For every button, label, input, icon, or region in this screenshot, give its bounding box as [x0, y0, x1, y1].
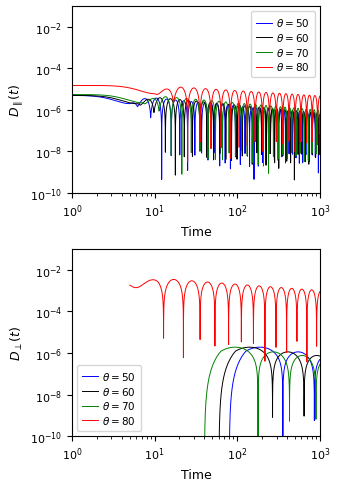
Line: $\theta = 80$: $\theta = 80$	[72, 86, 320, 163]
$\theta = 70$	[83, 92, 87, 98]
$\theta = 80$	[318, 94, 322, 100]
$\theta = 60$	[83, 93, 87, 99]
Line: $\theta = 60$: $\theta = 60$	[219, 347, 320, 457]
$\theta = 80$	[134, 285, 138, 291]
X-axis label: Time: Time	[181, 225, 211, 239]
$\theta = 60$	[318, 114, 322, 120]
$\theta = 60$	[293, 178, 297, 183]
Line: $\theta = 50$: $\theta = 50$	[72, 96, 320, 180]
Line: $\theta = 80$: $\theta = 80$	[130, 280, 320, 362]
$\theta = 50$	[160, 177, 164, 183]
Line: $\theta = 70$: $\theta = 70$	[204, 347, 320, 457]
$\theta = 70$	[197, 106, 201, 112]
Line: $\theta = 50$: $\theta = 50$	[229, 347, 320, 457]
$\theta = 60$	[107, 95, 111, 101]
$\theta = 70$	[107, 94, 111, 100]
$\theta = 50$	[70, 93, 74, 99]
$\theta = 50$	[201, 109, 205, 115]
$\theta = 80$	[221, 94, 225, 100]
$\theta = 60$	[221, 102, 225, 107]
$\theta = 60$	[70, 93, 74, 99]
$\theta = 50$	[134, 102, 138, 108]
$\theta = 60$	[318, 353, 322, 359]
Line: $\theta = 70$: $\theta = 70$	[72, 95, 320, 175]
$\theta = 80$	[221, 281, 225, 286]
$\theta = 80$	[318, 289, 322, 295]
$\theta = 70$	[221, 347, 225, 353]
$\theta = 60$	[201, 101, 205, 106]
$\theta = 80$	[134, 87, 138, 93]
$\theta = 50$	[107, 97, 111, 102]
$\theta = 70$	[201, 100, 205, 105]
$\theta = 80$	[107, 83, 111, 89]
$\theta = 70$	[318, 362, 322, 367]
$\theta = 60$	[134, 102, 138, 107]
$\theta = 50$	[318, 357, 322, 363]
Y-axis label: $D_{\parallel}(t)$: $D_{\parallel}(t)$	[7, 83, 25, 117]
$\theta = 70$	[180, 172, 184, 178]
$\theta = 70$	[134, 100, 138, 106]
$\theta = 80$	[201, 286, 205, 292]
$\theta = 80$	[70, 83, 74, 89]
$\theta = 80$	[83, 83, 87, 89]
$\theta = 50$	[83, 94, 87, 100]
$\theta = 80$	[201, 91, 205, 97]
Legend: $\theta = 50$, $\theta = 60$, $\theta = 70$, $\theta = 80$: $\theta = 50$, $\theta = 60$, $\theta = …	[251, 12, 315, 78]
$\theta = 80$	[197, 292, 201, 298]
$\theta = 70$	[70, 92, 74, 98]
$\theta = 50$	[197, 101, 201, 106]
$\theta = 70$	[318, 132, 322, 138]
$\theta = 60$	[221, 380, 225, 386]
$\theta = 80$	[186, 160, 190, 165]
$\theta = 50$	[318, 112, 322, 118]
$\theta = 80$	[197, 98, 201, 103]
X-axis label: Time: Time	[181, 468, 211, 481]
Line: $\theta = 60$: $\theta = 60$	[72, 96, 320, 181]
$\theta = 60$	[197, 106, 201, 112]
Legend: $\theta = 50$, $\theta = 60$, $\theta = 70$, $\theta = 80$: $\theta = 50$, $\theta = 60$, $\theta = …	[77, 365, 141, 431]
$\theta = 70$	[221, 119, 225, 125]
Y-axis label: $D_{\perp}(t)$: $D_{\perp}(t)$	[8, 325, 25, 361]
$\theta = 50$	[221, 102, 225, 108]
